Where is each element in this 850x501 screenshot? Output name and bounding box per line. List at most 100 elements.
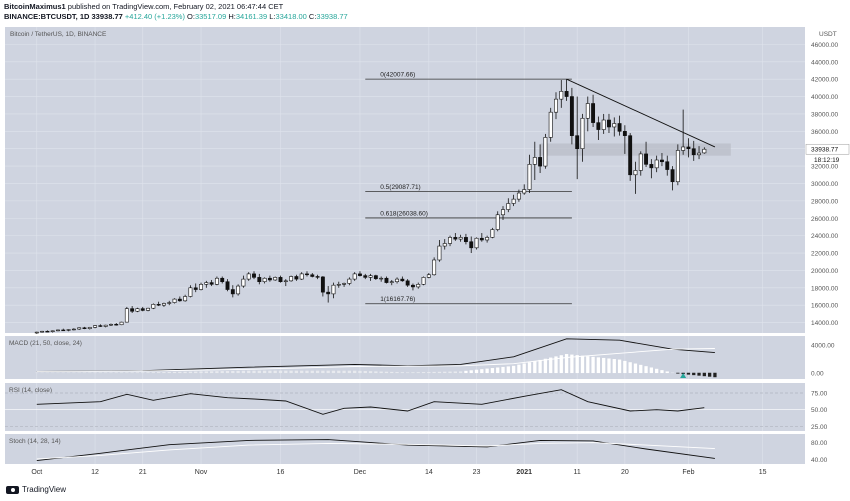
time-tick-label: Nov bbox=[195, 469, 208, 476]
macd-hist-bar bbox=[707, 372, 712, 377]
candle-body bbox=[495, 214, 500, 230]
candle-body bbox=[167, 302, 172, 304]
candle-body bbox=[702, 148, 707, 154]
candle-body bbox=[34, 331, 39, 334]
close-value: 33938.77 bbox=[316, 12, 348, 21]
candle-body bbox=[580, 117, 585, 150]
macd-hist-bar bbox=[421, 372, 426, 374]
candle-body bbox=[522, 189, 527, 194]
candle-body bbox=[289, 276, 294, 282]
macd-line bbox=[36, 338, 715, 372]
macd-hist-bar bbox=[443, 371, 447, 374]
macd-hist-bar bbox=[379, 371, 383, 374]
candle-body bbox=[628, 135, 633, 176]
macd-hist-bar bbox=[241, 370, 246, 374]
candle-body bbox=[283, 280, 288, 283]
candle-body bbox=[156, 304, 161, 306]
macd-hist-bar bbox=[331, 370, 336, 374]
candle-body bbox=[670, 169, 675, 183]
macd-hist-bar bbox=[411, 372, 415, 374]
price-tick-label: 30000.00 bbox=[811, 181, 838, 188]
macd-hist-bar bbox=[432, 371, 436, 374]
candle-body bbox=[405, 280, 410, 286]
author-name[interactable]: BitcoinMaximus1 bbox=[4, 2, 66, 11]
macd-hist-bar bbox=[702, 372, 706, 377]
chart-header: BitcoinMaximus1 published on TradingView… bbox=[0, 0, 850, 24]
low-label: L: bbox=[269, 12, 276, 21]
macd-hist-bar bbox=[660, 370, 664, 374]
macd-hist-bar bbox=[225, 371, 230, 374]
candle-body bbox=[114, 324, 119, 326]
candle-body bbox=[204, 282, 209, 285]
macd-hist-bar bbox=[374, 371, 378, 374]
candle-body bbox=[458, 237, 463, 240]
tradingview-logo-icon bbox=[6, 485, 19, 494]
candle-body bbox=[516, 192, 521, 200]
macd-hist-bar bbox=[517, 364, 521, 374]
macd-hist-bar bbox=[665, 371, 669, 374]
candle-body bbox=[87, 327, 92, 329]
macd-hist-bar bbox=[485, 368, 489, 374]
macd-hist-bar bbox=[692, 372, 696, 376]
price-tick-label: 18000.00 bbox=[811, 285, 838, 292]
fib-label: 0.5(29087.71) bbox=[380, 184, 420, 191]
candle-body bbox=[463, 237, 468, 243]
macd-hist-bar bbox=[395, 372, 399, 374]
candle-body bbox=[395, 278, 399, 283]
candle-body bbox=[601, 119, 606, 130]
macd-hist-bar bbox=[469, 370, 473, 374]
price-tick-label: 22000.00 bbox=[811, 251, 838, 258]
candle-body bbox=[183, 296, 188, 302]
price-tick-label: 32000.00 bbox=[811, 164, 838, 171]
candle-body bbox=[559, 91, 564, 100]
macd-hist-bar bbox=[506, 366, 510, 374]
candle-body bbox=[358, 273, 362, 276]
macd-pane bbox=[5, 336, 805, 379]
price-tick-label: 16000.00 bbox=[811, 303, 838, 310]
macd-hist-bar bbox=[570, 354, 574, 374]
brand[interactable]: TradingView bbox=[6, 485, 66, 494]
rsi-tick-label: 50.00 bbox=[811, 407, 828, 414]
rsi-tick-label: 25.00 bbox=[811, 424, 828, 431]
time-tick-label: 23 bbox=[473, 469, 481, 476]
stoch-tick-label: 40.00 bbox=[811, 457, 828, 464]
last-price-label: 33938.77 bbox=[811, 147, 838, 154]
candle-body bbox=[299, 273, 304, 280]
rsi-tick-label: 75.00 bbox=[811, 391, 828, 398]
macd-hist-bar bbox=[172, 371, 177, 374]
candle-body bbox=[220, 277, 225, 283]
candle-body bbox=[352, 273, 357, 280]
macd-hist-bar bbox=[268, 370, 272, 374]
macd-hist-bar bbox=[114, 372, 118, 374]
fib-label: 0(42007.66) bbox=[380, 72, 415, 79]
candle-body bbox=[294, 276, 299, 280]
candle-body bbox=[485, 237, 490, 241]
candle-body bbox=[82, 327, 87, 329]
macd-hist-bar bbox=[490, 368, 495, 374]
time-tick-label: Oct bbox=[31, 469, 42, 476]
candle-body bbox=[71, 328, 76, 331]
resistance-zone bbox=[540, 143, 731, 156]
macd-hist-bar bbox=[639, 364, 643, 374]
time-tick-label: 16 bbox=[277, 469, 285, 476]
candle-body bbox=[146, 307, 150, 311]
candle-body bbox=[564, 91, 569, 97]
macd-hist-bar bbox=[575, 355, 579, 374]
macd-hist-bar bbox=[580, 355, 585, 374]
candle-body bbox=[490, 229, 495, 238]
candle-body bbox=[532, 157, 537, 165]
candle-body bbox=[66, 329, 71, 331]
candle-body bbox=[644, 153, 649, 165]
candle-body bbox=[278, 277, 283, 283]
candle-body bbox=[506, 203, 511, 210]
time-tick-label: 2021 bbox=[516, 469, 532, 476]
countdown-label: 18:12:19 bbox=[814, 157, 840, 164]
time-tick-label: 11 bbox=[574, 469, 581, 476]
macd-hist-bar bbox=[305, 370, 309, 374]
macd-hist-bar bbox=[628, 362, 632, 374]
macd-hist-bar bbox=[135, 372, 140, 374]
macd-hist-bar bbox=[427, 371, 431, 374]
price-tick-label: 14000.00 bbox=[811, 320, 838, 327]
candle-body bbox=[241, 278, 246, 287]
